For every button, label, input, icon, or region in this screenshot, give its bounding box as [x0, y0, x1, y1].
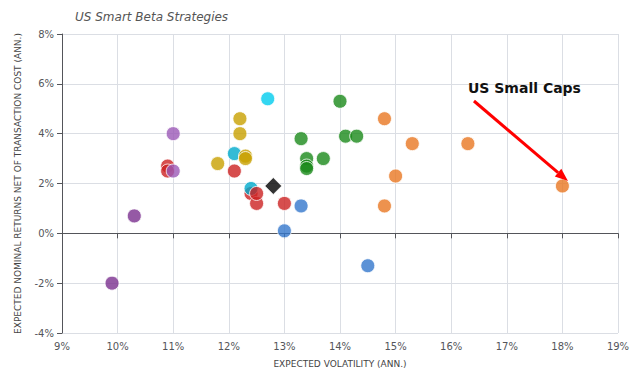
svg-text:16%: 16%	[440, 341, 462, 352]
svg-text:0%: 0%	[38, 228, 54, 239]
svg-text:19%: 19%	[607, 341, 629, 352]
svg-text:12%: 12%	[218, 341, 240, 352]
svg-text:US Smart Beta Strategies: US Smart Beta Strategies	[75, 10, 228, 24]
svg-text:9%: 9%	[54, 341, 70, 352]
svg-text:EXPECTED VOLATILITY (ANN.): EXPECTED VOLATILITY (ANN.)	[273, 359, 406, 369]
svg-text:-4%: -4%	[35, 328, 54, 339]
svg-text:EXPECTED NOMINAL RETURNS NET O: EXPECTED NOMINAL RETURNS NET OF TRANSACT…	[13, 33, 23, 334]
svg-text:15%: 15%	[384, 341, 406, 352]
svg-text:13%: 13%	[273, 341, 295, 352]
svg-text:17%: 17%	[496, 341, 518, 352]
svg-text:10%: 10%	[106, 341, 128, 352]
svg-text:2%: 2%	[38, 178, 54, 189]
svg-text:US Small Caps: US Small Caps	[468, 80, 581, 96]
svg-text:14%: 14%	[329, 341, 351, 352]
svg-text:6%: 6%	[38, 78, 54, 89]
svg-text:4%: 4%	[38, 128, 54, 139]
svg-text:-2%: -2%	[35, 278, 54, 289]
svg-text:11%: 11%	[162, 341, 184, 352]
svg-text:18%: 18%	[551, 341, 573, 352]
svg-text:8%: 8%	[38, 29, 54, 40]
